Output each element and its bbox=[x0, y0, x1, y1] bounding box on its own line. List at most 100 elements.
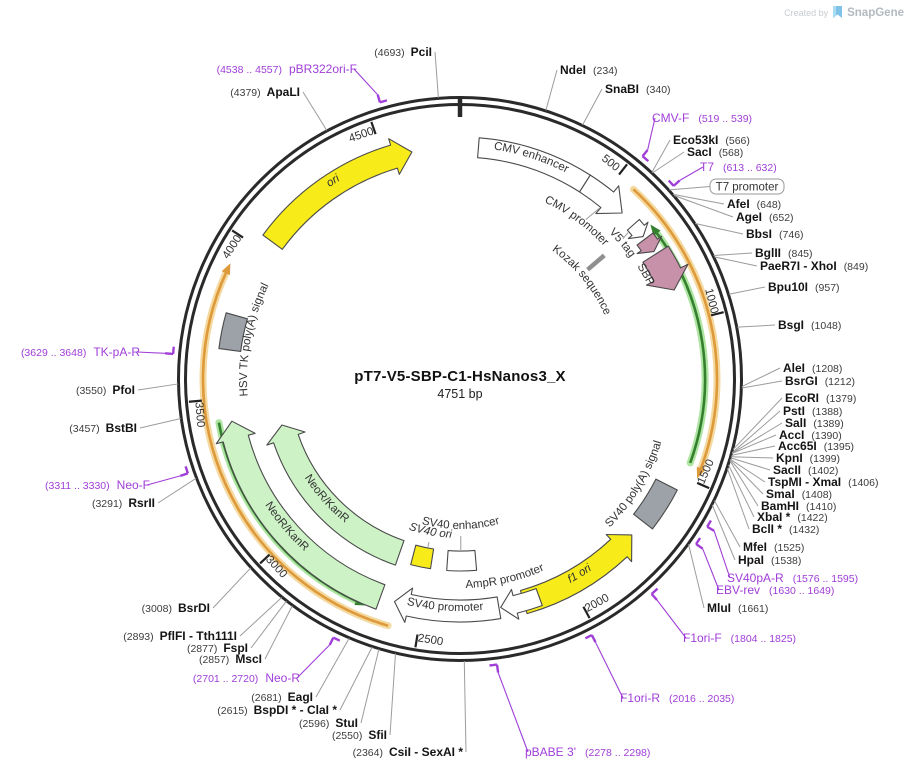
primer-tick bbox=[332, 636, 341, 642]
enzyme-leader bbox=[713, 500, 741, 548]
enzyme-label: PstI (1388) bbox=[783, 404, 842, 418]
enzyme-leader bbox=[673, 193, 725, 205]
enzyme-label: EcoRI (1379) bbox=[785, 391, 856, 405]
enzyme-leader bbox=[741, 367, 781, 388]
enzyme-leader bbox=[732, 397, 783, 450]
enzyme-label: (3008) BsrDI bbox=[142, 601, 210, 615]
feature-shape bbox=[393, 587, 502, 623]
enzyme-leader bbox=[731, 456, 774, 459]
enzyme-leader bbox=[545, 69, 558, 111]
enzyme-label: SmaI (1408) bbox=[766, 487, 832, 501]
primer-leader bbox=[136, 351, 166, 354]
primer-tick-stub bbox=[706, 525, 715, 532]
feature-shape bbox=[266, 424, 405, 566]
feature-label: SV40 enhancer bbox=[421, 515, 501, 532]
orf-arrowhead-icon bbox=[221, 263, 231, 276]
snapgene-logo-icon bbox=[833, 6, 843, 18]
orf-arc bbox=[632, 188, 719, 471]
scale-tick bbox=[370, 121, 377, 135]
feature-shape bbox=[636, 232, 663, 255]
primer-tick bbox=[706, 519, 712, 528]
enzyme-label: (2893) PflFI - Tth111I bbox=[123, 629, 237, 643]
enzyme-label: Eco53kI (566) bbox=[673, 133, 750, 147]
orf-arc bbox=[201, 270, 389, 627]
primer-leader bbox=[702, 548, 720, 591]
primer-tick-stub bbox=[164, 352, 174, 356]
enzyme-leader bbox=[737, 324, 776, 328]
primer-tick bbox=[667, 179, 675, 187]
primer-leader bbox=[353, 68, 379, 96]
enzyme-label: (3457) BstBI bbox=[69, 421, 137, 435]
enzyme-label: (3550) PfoI bbox=[76, 383, 135, 397]
scale-tick bbox=[618, 163, 628, 176]
enzyme-leader bbox=[731, 434, 777, 454]
t7-promoter-box bbox=[709, 178, 785, 195]
enzyme-label: BamHI (1410) bbox=[761, 499, 836, 513]
feature-shape bbox=[500, 588, 543, 620]
primer-tick bbox=[379, 99, 388, 104]
scale-label: 3000 bbox=[263, 554, 289, 581]
watermark: Created by SnapGene bbox=[784, 6, 904, 19]
enzyme-leader bbox=[730, 457, 771, 471]
enzyme-leader bbox=[389, 653, 396, 736]
feature-leader bbox=[622, 232, 629, 239]
enzyme-leader bbox=[728, 464, 755, 518]
enzyme-label: (2615) BspDI * - ClaI * bbox=[217, 703, 337, 717]
primer-tick bbox=[184, 466, 190, 474]
primer-tick-stub bbox=[641, 149, 649, 157]
primer-leader bbox=[647, 117, 656, 151]
primer-tick-stub bbox=[650, 593, 658, 601]
enzyme-leader bbox=[434, 51, 439, 98]
enzyme-label: Acc65I (1395) bbox=[778, 439, 854, 453]
enzyme-leader bbox=[730, 458, 766, 483]
feature-label: HSV TK poly(A) signal bbox=[238, 281, 272, 397]
primer-label: CMV-F (519 .. 539) bbox=[652, 111, 752, 125]
orf-arrowhead-icon bbox=[696, 466, 706, 479]
primer-label: (3629 .. 3648) TK-pA-R bbox=[21, 345, 140, 359]
enzyme-leader bbox=[714, 256, 758, 267]
primer-tick-stub bbox=[590, 634, 597, 643]
enzyme-label: TspMI - XmaI (1406) bbox=[768, 475, 878, 489]
enzyme-label: BsrGI (1212) bbox=[785, 374, 855, 388]
kozak-mark-icon bbox=[586, 253, 606, 272]
enzyme-label: AccI (1390) bbox=[779, 428, 842, 442]
feature-shape bbox=[410, 544, 435, 570]
enzyme-leader bbox=[673, 195, 734, 218]
enzyme-label: BbsI (746) bbox=[746, 227, 804, 241]
enzyme-label: (4693) PciI bbox=[374, 45, 432, 59]
feature-shape bbox=[218, 312, 248, 352]
primer-leader bbox=[296, 644, 331, 679]
enzyme-leader bbox=[157, 477, 197, 504]
enzyme-label: PaeR7I - XhoI (849) bbox=[760, 259, 868, 273]
feature-shape bbox=[626, 218, 649, 240]
feature-shape bbox=[642, 245, 689, 291]
scale-tick bbox=[582, 606, 591, 619]
enzyme-label: BclI * (1432) bbox=[752, 522, 819, 536]
scale-tick bbox=[414, 634, 419, 648]
enzyme-leader bbox=[137, 383, 179, 391]
feature-leader bbox=[427, 541, 430, 548]
enzyme-label: MluI (1661) bbox=[707, 601, 768, 615]
enzyme-label: (2364) CsiI - SexAI * bbox=[353, 745, 464, 759]
scale-tick bbox=[188, 399, 202, 403]
primer-label: (4538 .. 4557) pBR322ori-F bbox=[217, 62, 357, 76]
feature-shape bbox=[519, 533, 633, 615]
enzyme-label: (2596) StuI bbox=[299, 716, 358, 730]
enzyme-leader bbox=[731, 422, 783, 454]
enzyme-label: (2681) EagI bbox=[251, 690, 313, 704]
primer-label: F1ori-R (2016 .. 2035) bbox=[620, 691, 734, 705]
scale-tick bbox=[231, 229, 244, 239]
enzyme-label: NdeI (234) bbox=[560, 63, 618, 77]
enzyme-leader bbox=[582, 88, 603, 126]
primer-leader bbox=[656, 599, 687, 639]
enzyme-leader bbox=[688, 544, 705, 609]
primer-label: pBABE 3' (2278 .. 2298) bbox=[525, 745, 650, 759]
enzyme-leader bbox=[315, 638, 350, 698]
enzyme-label: SalI (1389) bbox=[785, 416, 844, 430]
primer-tick bbox=[641, 155, 650, 163]
enzyme-label: AgeI (652) bbox=[736, 210, 794, 224]
enzyme-leader bbox=[695, 222, 744, 235]
scale-tick bbox=[259, 553, 271, 565]
enzyme-label: (3291) RsrII bbox=[92, 496, 155, 510]
